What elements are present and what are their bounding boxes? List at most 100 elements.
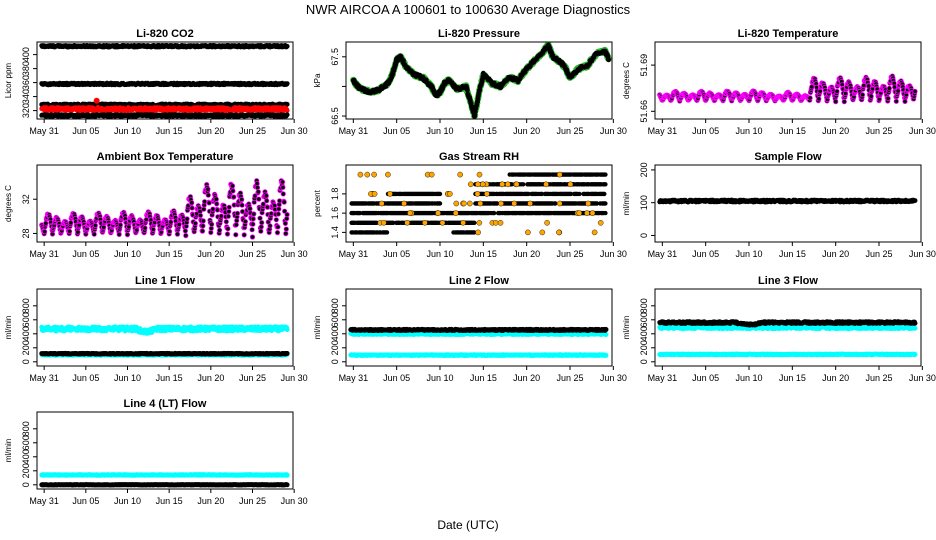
data-point	[284, 101, 290, 107]
panel-title: Ambient Box Temperature	[97, 151, 234, 163]
x-tick-label: Jun 30	[281, 126, 308, 136]
series-level-4	[39, 97, 290, 114]
data-point	[833, 99, 838, 104]
data-point	[835, 89, 839, 94]
data-point	[93, 223, 98, 228]
x-tick-label: Jun 20	[513, 126, 540, 136]
y-tick-label: 320	[21, 103, 31, 118]
x-tick-label: May 31	[339, 126, 369, 136]
x-tick-label: Jun 15	[779, 126, 806, 136]
y-tick-label: 360	[21, 75, 31, 90]
y-axis-label: degrees C	[622, 62, 631, 99]
data-point	[817, 97, 821, 101]
x-tick-label: May 31	[29, 126, 59, 136]
x-tick-label: Jun 15	[470, 126, 497, 136]
x-tick-label: Jun 05	[383, 126, 410, 136]
data-point	[877, 97, 882, 101]
data-point	[76, 230, 80, 234]
x-tick-label: Jun 10	[735, 126, 762, 136]
data-point	[74, 220, 78, 224]
data-point	[860, 92, 865, 97]
data-point	[843, 91, 848, 96]
data-point	[93, 97, 100, 104]
y-tick-label: 67.5	[330, 48, 340, 66]
x-tick-label: Jun 10	[426, 126, 453, 136]
figure-title: NWR AIRCOA A 100601 to 100630 Average Di…	[305, 2, 631, 17]
data-point	[92, 232, 96, 236]
data-point	[69, 220, 73, 225]
y-axis-label: degrees C	[4, 185, 13, 222]
data-point	[818, 89, 822, 93]
x-tick-label: Jun 25	[865, 126, 892, 136]
x-tick-label: Jun 30	[909, 126, 936, 136]
x-tick-label: Jun 05	[692, 126, 719, 136]
series-box-temp	[39, 178, 290, 240]
plot-frame	[345, 41, 613, 120]
y-axis-label: Licor ppm	[4, 63, 13, 98]
data-point	[42, 229, 47, 234]
data-point	[465, 87, 470, 93]
data-point	[870, 87, 875, 91]
data-point	[869, 94, 873, 98]
data-point	[903, 99, 907, 104]
series-pressure	[350, 42, 612, 119]
data-point	[284, 108, 290, 113]
panel-title: Li-820 Temperature	[738, 28, 839, 40]
data-point	[284, 43, 290, 49]
y-axis-label: kPa	[313, 73, 322, 87]
x-tick-label: Jun 20	[822, 126, 849, 136]
series-level-5	[39, 112, 290, 119]
plot-frame	[654, 41, 922, 120]
data-point	[77, 223, 81, 227]
panel-title: Li-820 CO2	[136, 28, 193, 40]
data-layer	[657, 73, 918, 105]
data-point	[862, 83, 866, 88]
data-point	[892, 85, 897, 89]
data-point	[913, 89, 917, 94]
data-point	[866, 84, 871, 88]
data-point	[67, 229, 72, 234]
panel-title: Li-820 Pressure	[438, 28, 520, 40]
series-level-2	[39, 80, 290, 88]
x-tick-label: Jun 30	[600, 126, 627, 136]
y-tick-label: 51.69	[639, 54, 649, 77]
data-point	[842, 99, 847, 104]
x-tick-label: Jun 20	[197, 126, 224, 136]
data-point	[840, 83, 844, 87]
y-tick-label: 380	[21, 61, 31, 76]
data-layer	[39, 43, 290, 119]
y-tick-label: 340	[21, 89, 31, 104]
data-point	[50, 232, 55, 236]
data-layer	[350, 42, 612, 119]
data-point	[892, 81, 896, 86]
panel-li820-temperature: Li-820 Temperature degrees C 51.66 51.69 May…	[622, 28, 936, 136]
x-tick-label: Jun 10	[114, 126, 141, 136]
data-point	[44, 221, 48, 225]
x-tick-label: Jun 05	[72, 126, 99, 136]
series-level-1	[39, 43, 290, 50]
x-tick-label: Jun 25	[239, 126, 266, 136]
plot-frame	[36, 41, 294, 120]
x-tick-label: May 31	[648, 126, 678, 136]
data-point	[814, 85, 819, 90]
data-point	[887, 86, 892, 90]
x-tick-label: Jun 25	[556, 126, 583, 136]
data-point	[808, 96, 812, 100]
data-point	[284, 81, 290, 86]
y-tick-label: 51.66	[639, 100, 649, 123]
data-point	[814, 82, 818, 86]
data-point	[101, 225, 106, 230]
series-temperature	[657, 73, 918, 105]
x-tick-label: Jun 15	[156, 126, 183, 136]
data-point	[284, 112, 290, 118]
y-tick-label: 66.5	[330, 107, 340, 125]
data-point	[896, 89, 900, 93]
data-layer	[39, 178, 290, 240]
data-point	[606, 57, 611, 63]
y-tick-label: 400	[21, 47, 31, 62]
panel-li820-pressure: Li-820 Pressure kPa 66.5 67.5 May 31 Jun 05 Ju…	[313, 28, 627, 136]
data-point	[886, 96, 890, 101]
